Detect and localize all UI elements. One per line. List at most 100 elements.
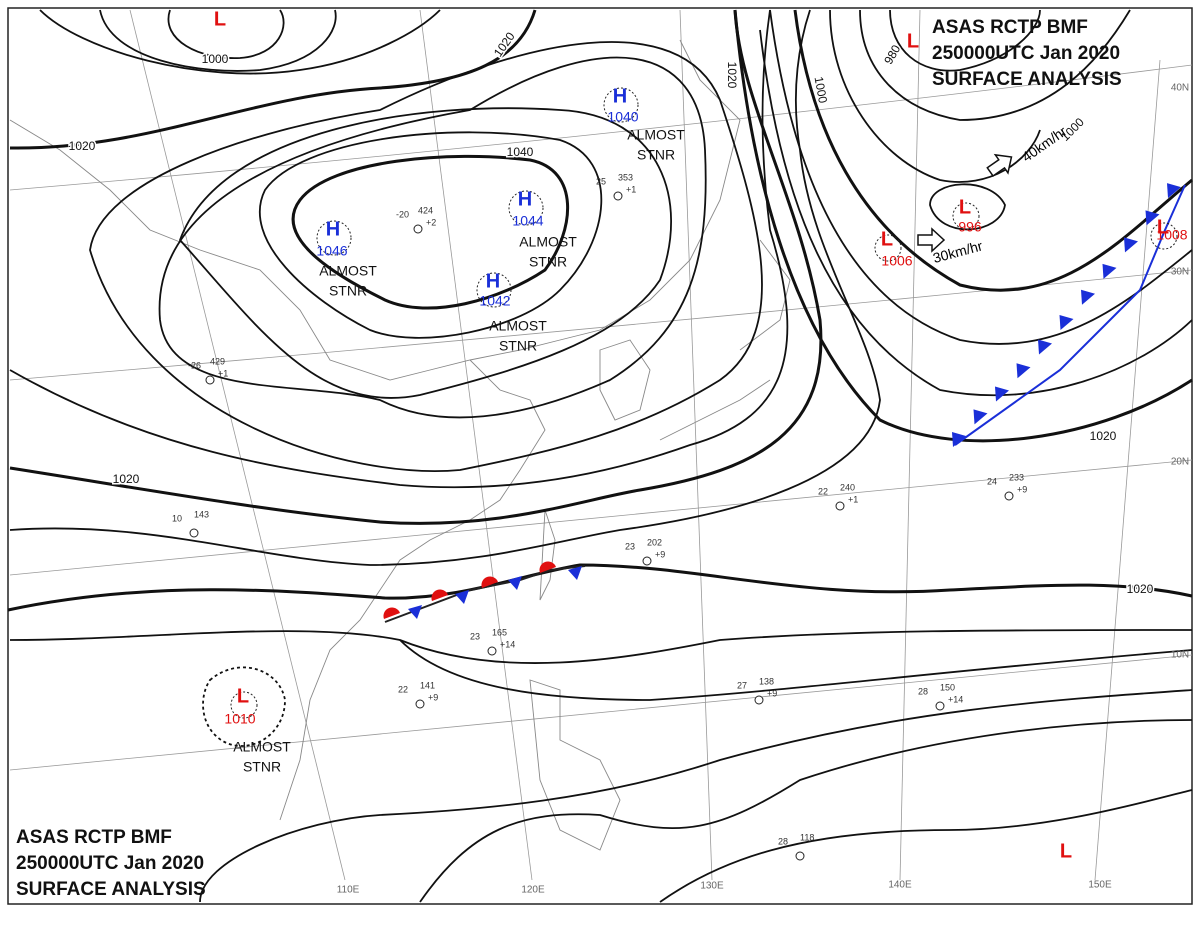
station-tendency: +2 [426, 217, 436, 227]
station-pressure: 240 [840, 482, 855, 492]
station-temp: 28 [778, 836, 788, 846]
cold-front-symbol [1016, 363, 1031, 379]
center-motion: ALMOST [233, 739, 291, 755]
isobar [759, 29, 1193, 397]
station [754, 695, 764, 705]
grid-label: 10N [1171, 650, 1189, 661]
center-pressure: 1010 [224, 711, 255, 727]
isobar-label: 1020 [725, 62, 739, 89]
station [935, 701, 945, 711]
center-ring [230, 691, 258, 719]
isobar [39, 9, 441, 75]
station-tendency: +1 [848, 494, 858, 504]
isobar [419, 719, 1193, 903]
warm-front-symbol [383, 607, 400, 619]
center-symbol: L [1060, 840, 1072, 862]
station-pressure: 118 [800, 832, 814, 842]
motion-arrow [917, 227, 946, 253]
cold-front-symbol [508, 576, 522, 590]
isobar [9, 629, 1193, 664]
coastline [599, 339, 651, 421]
isobar [829, 9, 1041, 183]
center-motion: ALMOST [319, 263, 377, 279]
cold-front [954, 184, 1186, 446]
center-symbol: L [881, 228, 893, 250]
center-symbol: L [214, 8, 226, 30]
header-line: 250000UTC Jan 2020 [16, 853, 204, 874]
center-symbol: H [613, 85, 627, 107]
lat-line [9, 269, 1193, 381]
isobar [769, 9, 1193, 345]
station-pressure: 138 [759, 676, 774, 686]
center-ring [508, 190, 544, 226]
cold-front-symbol [408, 605, 422, 619]
station-temp: 23 [625, 541, 635, 551]
grid-label: 40N [1171, 83, 1189, 94]
lon-line [419, 9, 533, 881]
header-line: ASAS RCTP BMF [16, 827, 172, 848]
isobar [9, 9, 881, 566]
station [1004, 491, 1014, 501]
cold-front-symbol [1167, 183, 1181, 199]
header-line: SURFACE ANALYSIS [932, 69, 1122, 90]
isobar [399, 639, 1193, 701]
cold-front-symbol [1145, 210, 1160, 226]
header-line: 250000UTC Jan 2020 [932, 43, 1120, 64]
cold-front-symbol [1124, 237, 1138, 253]
station-temp: 25 [596, 176, 606, 186]
center-pressure: 1046 [316, 243, 347, 259]
isobar [929, 183, 1006, 231]
grid-label: 110E [337, 885, 360, 896]
map-frame [7, 7, 1193, 905]
station-temp: -20 [396, 209, 409, 219]
isobar [178, 107, 672, 399]
isobar [291, 154, 570, 310]
cold-front-symbol [1059, 314, 1074, 330]
station-pressure: 233 [1009, 472, 1024, 482]
isobar-label: 1040 [507, 145, 534, 159]
isobars [7, 9, 1193, 903]
center-symbol: L [237, 685, 249, 707]
center-symbol: L [959, 196, 971, 218]
header-line: SURFACE ANALYSIS [16, 879, 206, 900]
station-pressure: 165 [492, 627, 507, 637]
center-motion: STNR [329, 283, 367, 299]
center-ring [952, 202, 980, 230]
station-temp: 28 [918, 686, 928, 696]
center-ring [316, 220, 352, 256]
station-temp: 27 [737, 680, 747, 690]
cold-front-symbol [568, 566, 582, 580]
center-ring [1150, 222, 1178, 250]
grid-label: 130E [700, 881, 724, 892]
cold-front-symbol [1081, 289, 1095, 305]
isobar [7, 563, 1193, 612]
isobar-label: 1000 [202, 52, 229, 66]
fronts [383, 183, 1186, 623]
cold-front-symbol [455, 590, 469, 604]
station [613, 191, 623, 201]
center-symbol: L [907, 30, 919, 52]
center-symbol: L [1157, 216, 1169, 238]
station-tendency: +14 [948, 694, 963, 704]
station [413, 224, 423, 234]
grid-label: 150E [1088, 880, 1112, 891]
center-motion: STNR [243, 759, 281, 775]
isobar [9, 9, 823, 525]
center-pressure: 1042 [479, 293, 510, 309]
station-pressure: 353 [618, 172, 633, 182]
station-temp: 24 [987, 476, 997, 486]
center-pressure: 1008 [1156, 227, 1187, 243]
lon-line [899, 9, 921, 881]
center-pressure: 1044 [512, 213, 543, 229]
center-pressure: 996 [958, 219, 982, 235]
isobar [859, 9, 1131, 121]
center-motion: STNR [499, 338, 537, 354]
station-pressure: 429 [210, 356, 225, 366]
station [205, 375, 215, 385]
station-tendency: +9 [767, 688, 777, 698]
station-temp: 22 [818, 486, 828, 496]
station [487, 646, 497, 656]
cold-front-symbol [1102, 263, 1117, 279]
station [835, 501, 845, 511]
